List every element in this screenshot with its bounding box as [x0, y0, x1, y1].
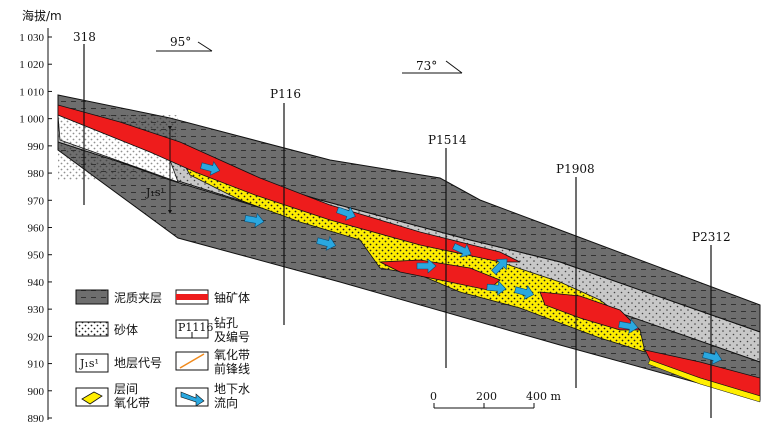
ore-body-upper: [57, 104, 521, 263]
svg-text:J₁s¹: J₁s¹: [145, 186, 165, 199]
groundwater-arrow-icon: [244, 212, 265, 228]
svg-text:400 m: 400 m: [526, 390, 561, 403]
y-tick-label: 950: [28, 250, 45, 262]
groundwater-arrow-icon: [336, 206, 356, 221]
borehole-label-p1908: P1908: [556, 162, 595, 176]
borehole-label-p116: P116: [270, 87, 301, 101]
y-tick-label: 890: [28, 413, 45, 425]
groundwater-arrow-icon: [416, 258, 437, 274]
scale-bar: 0 200 400 m: [430, 390, 561, 409]
groundwater-arrow-icon: [452, 243, 472, 258]
groundwater-arrow-icon: [200, 161, 221, 176]
y-tick-label: 1 020: [19, 59, 44, 71]
borehole-label-p1514: P1514: [428, 133, 467, 147]
groundwater-arrow-icon: [702, 350, 723, 365]
legend-water-label-2: 流向: [214, 395, 238, 410]
boreholes: 318 P116 P1514 P1908 P2312: [73, 30, 731, 418]
svg-text:0: 0: [430, 390, 437, 403]
svg-text:95°: 95°: [170, 35, 191, 49]
stratum-thickness-marker: J₁s¹: [145, 126, 172, 214]
y-tick-label: 970: [28, 195, 45, 207]
borehole-label-318: 318: [73, 30, 96, 44]
legend-mudstone-swatch: [75, 289, 109, 305]
svg-text:200: 200: [476, 390, 497, 403]
legend-ore-label: 铀矿体: [214, 291, 250, 305]
legend-drill-code: P1116: [178, 321, 213, 334]
legend-oxidized-label-1: 层间: [114, 382, 138, 396]
groundwater-arrow-icon: [316, 236, 337, 251]
legend-front-swatch: [179, 353, 205, 369]
groundwater-arrow-icon: [491, 258, 508, 275]
legend-stratum-code: J₁s¹: [79, 357, 99, 370]
y-tick-label: 1 010: [19, 86, 44, 98]
y-tick-label: 1 030: [19, 32, 44, 44]
borehole-label-p2312: P2312: [692, 230, 731, 244]
y-tick-label: 990: [28, 141, 45, 153]
y-axis: 海拔/m 1 030 1 020 1 010 1 000 990 980 970 960 950…: [19, 8, 61, 425]
legend-stratum-label: 地层代号: [114, 356, 162, 370]
y-tick-label: 1 000: [19, 114, 44, 126]
groundwater-arrows: [200, 161, 723, 365]
legend-water-swatch: [180, 391, 205, 407]
y-tick-label: 900: [28, 386, 45, 398]
svg-text:73°: 73°: [416, 59, 437, 73]
y-tick-label: 930: [28, 304, 45, 316]
y-tick-label: 940: [28, 277, 45, 289]
y-tick-label: 960: [28, 223, 45, 235]
legend-drill-label-1: 钻孔: [214, 315, 238, 330]
legend-front-label-1: 氧化带: [214, 348, 250, 362]
dip-indicator-95: 95°: [156, 35, 213, 52]
groundwater-arrow-icon: [486, 280, 507, 296]
legend-water-label-1: 地下水: [214, 382, 250, 396]
y-tick-label: 920: [28, 331, 45, 343]
legend-front-label-2: 前锋线: [214, 361, 250, 376]
legend-ore-swatch: [176, 294, 208, 300]
dip-indicator-73: 73°: [402, 59, 463, 74]
legend-mudstone-label: 泥质夹层: [114, 291, 162, 305]
legend-sand-swatch: [75, 321, 109, 337]
y-axis-title: 海拔/m: [22, 8, 62, 23]
y-tick-label: 980: [28, 168, 45, 180]
y-tick-label: 910: [28, 359, 45, 371]
legend: 泥质夹层 铀矿体 砂体 P1116 钻孔 及编号 J₁s¹ 地层代号 氧化带 前…: [75, 289, 250, 410]
legend-sand-label: 砂体: [114, 323, 138, 337]
legend-oxidized-label-2: 氧化带: [114, 396, 150, 410]
groundwater-arrow-icon: [514, 285, 535, 300]
legend-drill-label-2: 及编号: [214, 329, 250, 344]
groundwater-arrow-icon: [618, 318, 639, 334]
legend-oxidized-swatch: [81, 391, 103, 405]
